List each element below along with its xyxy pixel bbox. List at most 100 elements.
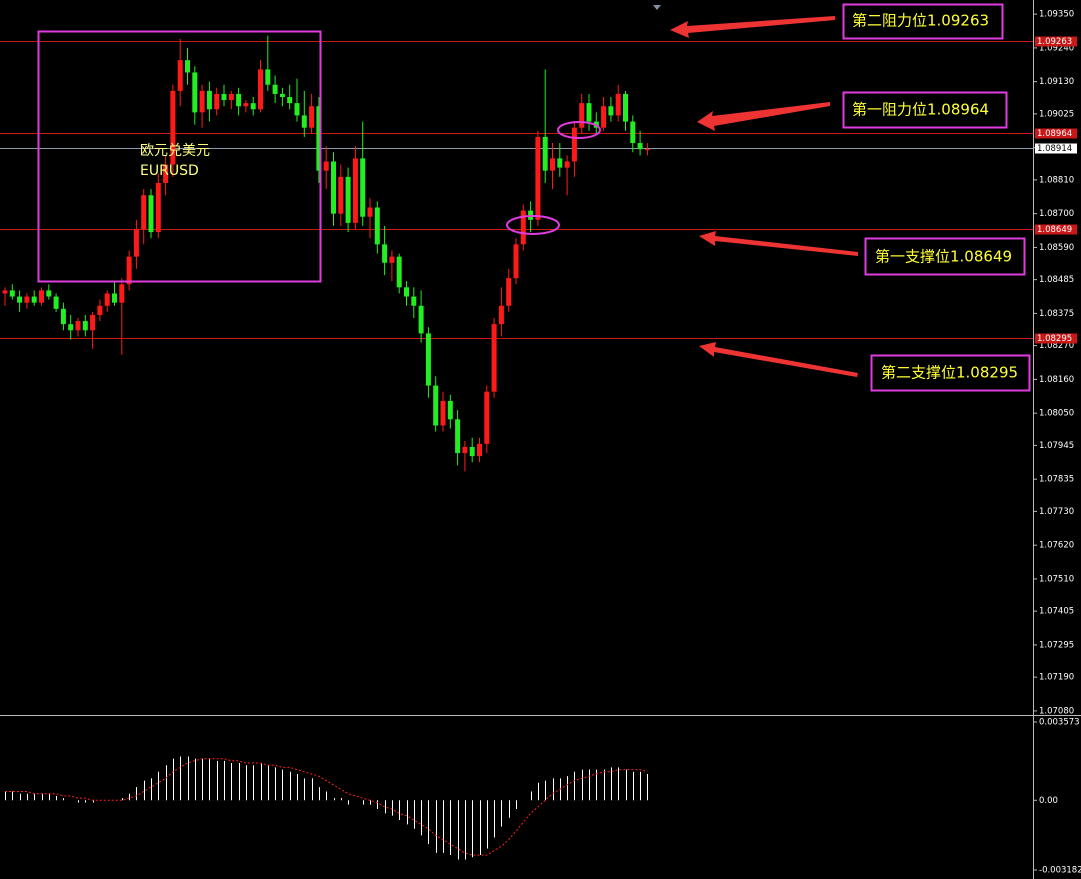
annotation-box xyxy=(864,237,1026,276)
candle-body xyxy=(265,69,271,85)
y-tick-label: 0.003573 xyxy=(1039,718,1080,728)
annotation-text: 第一支撑位1.08649 xyxy=(875,248,1012,266)
y-tick-label: 1.07730 xyxy=(1039,507,1074,517)
candle-body xyxy=(309,106,315,128)
candle-body xyxy=(258,69,263,110)
candle-body xyxy=(316,106,322,171)
candle-body xyxy=(637,143,643,150)
y-tick-label: 1.09130 xyxy=(1039,77,1074,87)
annotation-box xyxy=(870,354,1031,392)
candle-body xyxy=(60,308,66,325)
y-tick-label: 1.08160 xyxy=(1039,375,1074,385)
level-tag-label: 1.09263 xyxy=(1037,37,1072,47)
candle-body xyxy=(608,106,614,116)
candle-body xyxy=(185,60,190,73)
candle-body xyxy=(97,305,103,315)
candle-body xyxy=(571,127,577,162)
candle-body xyxy=(24,296,30,303)
y-tick-label: 1.09025 xyxy=(1039,109,1074,119)
arrow xyxy=(670,16,835,38)
y-tick-label: 1.08375 xyxy=(1039,309,1074,319)
candle-body xyxy=(601,106,607,128)
candle-body xyxy=(404,287,409,297)
candle-body xyxy=(17,296,23,303)
candle-body xyxy=(9,290,15,297)
candle-body xyxy=(170,90,176,165)
candle-body xyxy=(411,296,417,306)
candle-body xyxy=(542,136,548,171)
candle-body xyxy=(90,314,96,331)
candle-body xyxy=(75,321,81,331)
candle-body xyxy=(520,210,526,245)
y-tick-label: 1.07295 xyxy=(1039,640,1074,650)
level-tag-label: 1.08964 xyxy=(1037,129,1072,139)
annotation-text: 第二支撑位1.08295 xyxy=(881,364,1018,382)
candle-body xyxy=(564,161,570,168)
candle-body xyxy=(199,90,205,113)
candle-body xyxy=(615,93,621,116)
candle-body xyxy=(148,195,154,233)
candle-body xyxy=(206,90,212,110)
y-tick-label: 1.07510 xyxy=(1039,574,1074,584)
y-tick-label: 1.07405 xyxy=(1039,607,1074,617)
level-tag-label: 1.08295 xyxy=(1037,334,1072,344)
level-tag xyxy=(1035,128,1077,139)
signal-line xyxy=(5,758,648,856)
candle-body xyxy=(126,256,132,285)
y-tick-label: 1.08050 xyxy=(1039,409,1074,419)
y-tick-label: 1.08700 xyxy=(1039,209,1074,219)
current-price-label: 1.08914 xyxy=(1037,144,1072,154)
candle-body xyxy=(53,296,59,309)
candle-body xyxy=(119,284,125,303)
candle-body xyxy=(46,290,52,297)
candle-body xyxy=(484,391,490,444)
level-tag-label: 1.08649 xyxy=(1037,225,1072,235)
candle-body xyxy=(243,103,249,107)
candle-body xyxy=(630,121,636,144)
candle-body xyxy=(623,93,628,122)
candle-body xyxy=(382,244,388,263)
candle-body xyxy=(250,103,256,110)
candle-body xyxy=(163,164,169,183)
candle-body xyxy=(396,256,402,288)
candle-body xyxy=(331,161,336,214)
current-price-tag xyxy=(1035,143,1077,154)
candle-body xyxy=(272,84,278,94)
shift-marker xyxy=(653,5,661,10)
candle-body xyxy=(418,305,424,334)
arrow xyxy=(699,231,858,256)
candle-body xyxy=(323,161,329,171)
y-tick-label: 1.09350 xyxy=(1039,10,1074,20)
arrow xyxy=(699,342,858,377)
candle-body xyxy=(352,158,358,223)
candle-body xyxy=(367,207,373,217)
y-tick-label: 1.08270 xyxy=(1039,341,1074,351)
candle-body xyxy=(557,158,563,168)
annotation-text: 第一阻力位1.08964 xyxy=(852,101,989,119)
candle-body xyxy=(279,93,285,98)
candle-body xyxy=(535,136,541,220)
y-tick-label: -0.003182 xyxy=(1039,866,1081,876)
y-tick-label: 1.08485 xyxy=(1039,275,1074,285)
candle-body xyxy=(345,176,351,223)
annotation-text: 第二阻力位1.09263 xyxy=(852,12,989,30)
candle-body xyxy=(586,103,592,122)
y-tick-label: 1.07945 xyxy=(1039,441,1074,451)
range-box xyxy=(37,30,322,283)
candle-body xyxy=(287,97,293,104)
annotation-box xyxy=(842,91,1008,129)
candle-body xyxy=(301,115,307,128)
candle-body xyxy=(462,446,468,454)
y-tick-label: 1.08810 xyxy=(1039,175,1074,185)
highlight-ellipse xyxy=(557,121,601,139)
candle-body xyxy=(133,229,139,257)
symbol-name: 欧元兑美元 xyxy=(140,143,210,159)
candle-body xyxy=(389,256,395,263)
level-tag xyxy=(1035,333,1077,344)
y-tick-label: 1.07190 xyxy=(1039,673,1074,683)
candle-body xyxy=(31,296,37,303)
symbol-code: EURUSD xyxy=(140,163,199,179)
candle-body xyxy=(469,446,475,457)
candle-body xyxy=(141,195,147,230)
